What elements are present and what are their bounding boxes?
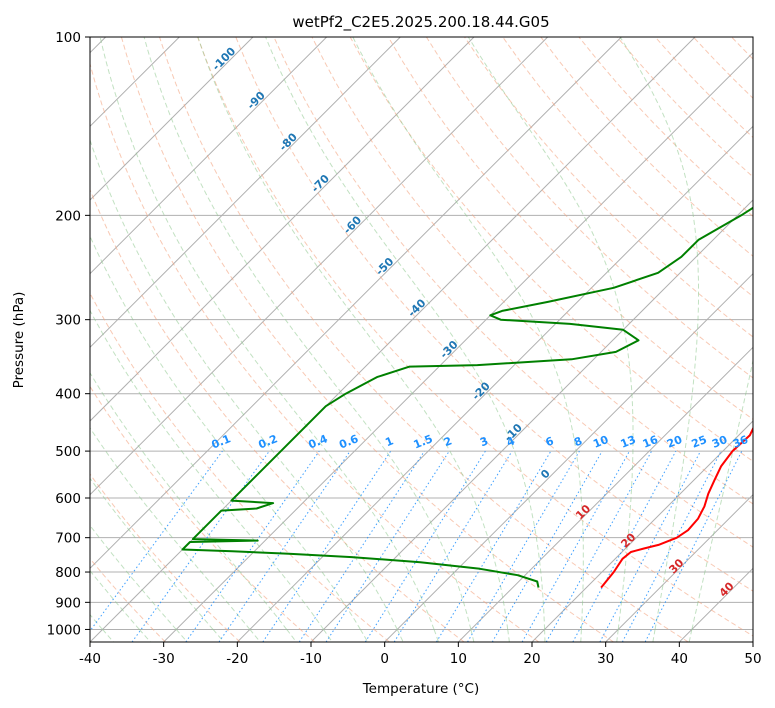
isotherm-line (90, 37, 622, 570)
moist-adiabat-line (143, 37, 475, 642)
moist-adiabat-line (90, 309, 333, 642)
x-axis: -40 -30 -20 -10 0 10 20 30 40 50 (79, 642, 762, 667)
mixing-ratio-label: 36 (731, 433, 750, 451)
isotherm-line (90, 37, 401, 349)
x-axis-label: Temperature (°C) (362, 681, 480, 697)
isotherm-line (605, 493, 753, 642)
isotherm-line (90, 37, 328, 275)
moist-adiabat-line (90, 371, 297, 642)
y-axis-label: Pressure (hPa) (11, 292, 27, 389)
y-tick-label: 200 (55, 208, 81, 224)
isotherm-line (531, 420, 753, 642)
mixing-ratio-label: 3 (478, 434, 490, 449)
mixing-ratio-label: 8 (572, 434, 584, 449)
mixing-ratio-label: 16 (641, 433, 660, 451)
dry-adiabat-line (349, 37, 753, 462)
mixing-ratio-label: 20 (665, 433, 684, 451)
x-tick-label: 40 (671, 651, 688, 667)
mixing-ratio-line (491, 450, 603, 642)
moist-adiabat-line (90, 427, 261, 642)
mixing-ratio-label: 25 (690, 433, 709, 451)
mixing-ratio-line (572, 450, 677, 642)
x-tick-label: 0 (380, 651, 389, 667)
moist-adiabat-line (90, 569, 151, 642)
x-tick-label: 20 (523, 651, 540, 667)
dry-adiabat-line (90, 188, 465, 642)
moist-adiabat-line (619, 37, 699, 642)
chart-title: wetPf2_C2E5.2025.200.18.44.G05 (292, 13, 549, 32)
dry-adiabat-line (120, 37, 614, 642)
mixing-ratio-line (521, 450, 630, 642)
dry-adiabat-line (90, 62, 540, 642)
x-tick-label: -30 (153, 651, 175, 667)
dry-adiabat-line (159, 37, 689, 642)
y-tick-label: 1000 (47, 622, 81, 638)
y-tick-label: 800 (55, 565, 81, 581)
mixing-ratio-label: 13 (619, 433, 638, 451)
y-tick-label: 400 (55, 387, 81, 403)
moist-adiabat-line (467, 37, 634, 642)
isotherm-line (310, 199, 753, 642)
moist-adiabat-line (90, 524, 188, 642)
moist-adiabat-line (265, 37, 546, 642)
dry-adiabat-line (90, 557, 166, 642)
isotherm-line (90, 37, 475, 422)
mixing-ratio-label: 1 (383, 434, 395, 449)
mixing-ratio-line (467, 450, 580, 642)
dewpoint-profile-line (181, 206, 753, 588)
mixing-ratio-line (364, 450, 486, 642)
y-axis: 100 200 300 400 500 600 700 800 900 1000 (47, 30, 90, 638)
y-tick-label: 500 (55, 444, 81, 460)
mixing-ratio-line (435, 450, 552, 642)
moist-adiabat-line (90, 138, 404, 642)
dry-adiabat-line (90, 473, 241, 642)
plot-frame (89, 36, 754, 643)
mixing-ratio-label: 30 (710, 433, 729, 451)
mixing-ratio-label: 2 (442, 434, 454, 449)
dry-adiabat-line (273, 37, 753, 548)
dry-adiabat-line (90, 385, 316, 642)
y-tick-label: 600 (55, 491, 81, 507)
y-tick-label: 900 (55, 595, 81, 611)
sounding-lines (181, 206, 753, 589)
dry-adiabat-line (197, 37, 753, 637)
mixing-ratio-line (185, 450, 320, 642)
dry-adiabat-line (464, 37, 753, 338)
mixing-ratio-label: 10 (591, 433, 610, 451)
mixing-ratio-line (393, 450, 513, 642)
x-tick-label: -10 (300, 651, 322, 667)
isotherm-line (90, 37, 254, 201)
isotherm-line (384, 272, 753, 642)
moist-adiabat-line (90, 613, 114, 642)
y-tick-label: 100 (55, 30, 81, 46)
mixing-ratio-line (325, 450, 450, 642)
dry-adiabat-line (235, 37, 753, 592)
x-tick-label: -20 (226, 651, 248, 667)
temperature-profile-line (600, 426, 753, 589)
moist-adiabat-line (90, 477, 225, 642)
y-tick-label: 700 (55, 531, 81, 547)
x-tick-label: 50 (744, 651, 761, 667)
isotherm-line (457, 346, 753, 642)
mixing-ratio-line (218, 450, 351, 642)
isotherm-line (90, 37, 549, 496)
x-tick-label: 10 (450, 651, 467, 667)
x-tick-label: 30 (597, 651, 614, 667)
dry-adiabat-line (90, 292, 390, 642)
moist-adiabat-line (90, 235, 369, 642)
isotherm-line (236, 125, 753, 642)
moist-adiabat-line (197, 37, 510, 642)
mixing-ratio-line (545, 450, 653, 642)
moist-adiabat-line (688, 358, 753, 642)
x-tick-label: -40 (79, 651, 101, 667)
y-tick-label: 300 (55, 313, 81, 329)
moist-adiabat-line (99, 37, 439, 642)
moist-adiabat-line (352, 37, 584, 642)
